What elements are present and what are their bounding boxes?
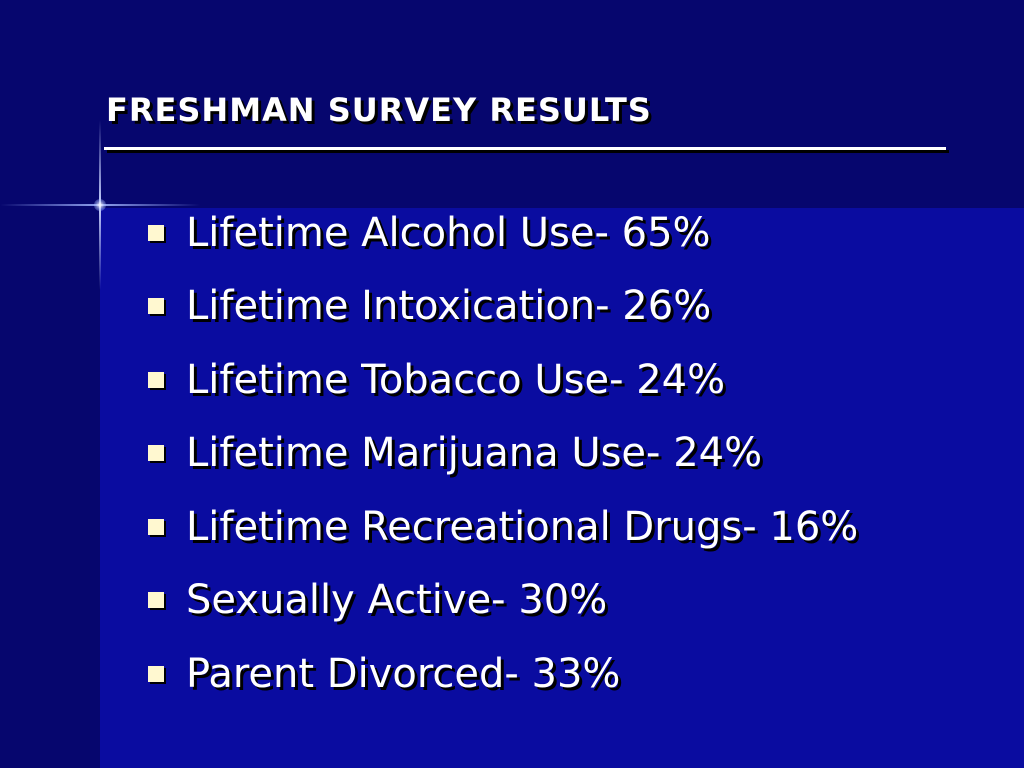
light-flare-glow bbox=[94, 199, 106, 211]
bullet-text: Lifetime Marijuana Use- 24% bbox=[186, 430, 763, 477]
square-bullet-icon bbox=[148, 518, 164, 535]
square-bullet-icon bbox=[148, 592, 164, 609]
square-bullet-icon bbox=[148, 445, 164, 462]
bullet-text: Lifetime Tobacco Use- 24% bbox=[186, 356, 726, 403]
bullet-text: Lifetime Recreational Drugs- 16% bbox=[186, 503, 859, 550]
bullet-item: Parent Divorced- 33% bbox=[148, 637, 858, 711]
bullet-item: Lifetime Marijuana Use- 24% bbox=[148, 417, 858, 491]
bullet-item: Lifetime Recreational Drugs- 16% bbox=[148, 490, 858, 564]
title-underline bbox=[104, 147, 946, 150]
bullet-text: Lifetime Alcohol Use- 65% bbox=[186, 209, 711, 256]
background-content-panel bbox=[100, 208, 1024, 768]
slide-title: Freshman Survey Results bbox=[106, 78, 652, 132]
bullet-text: Sexually Active- 30% bbox=[186, 577, 608, 624]
square-bullet-icon bbox=[148, 371, 164, 388]
bullet-item: Lifetime Alcohol Use- 65% bbox=[148, 196, 858, 270]
square-bullet-icon bbox=[148, 665, 164, 682]
square-bullet-icon bbox=[148, 224, 164, 241]
bullet-item: Sexually Active- 30% bbox=[148, 564, 858, 638]
background-top-band bbox=[0, 0, 1024, 208]
square-bullet-icon bbox=[148, 298, 164, 315]
bullet-text: Lifetime Intoxication- 26% bbox=[186, 283, 712, 330]
bullet-list: Lifetime Alcohol Use- 65% Lifetime Intox… bbox=[148, 196, 858, 711]
bullet-text: Parent Divorced- 33% bbox=[186, 650, 621, 697]
bullet-item: Lifetime Intoxication- 26% bbox=[148, 270, 858, 344]
bullet-item: Lifetime Tobacco Use- 24% bbox=[148, 343, 858, 417]
background-left-band bbox=[0, 208, 100, 768]
